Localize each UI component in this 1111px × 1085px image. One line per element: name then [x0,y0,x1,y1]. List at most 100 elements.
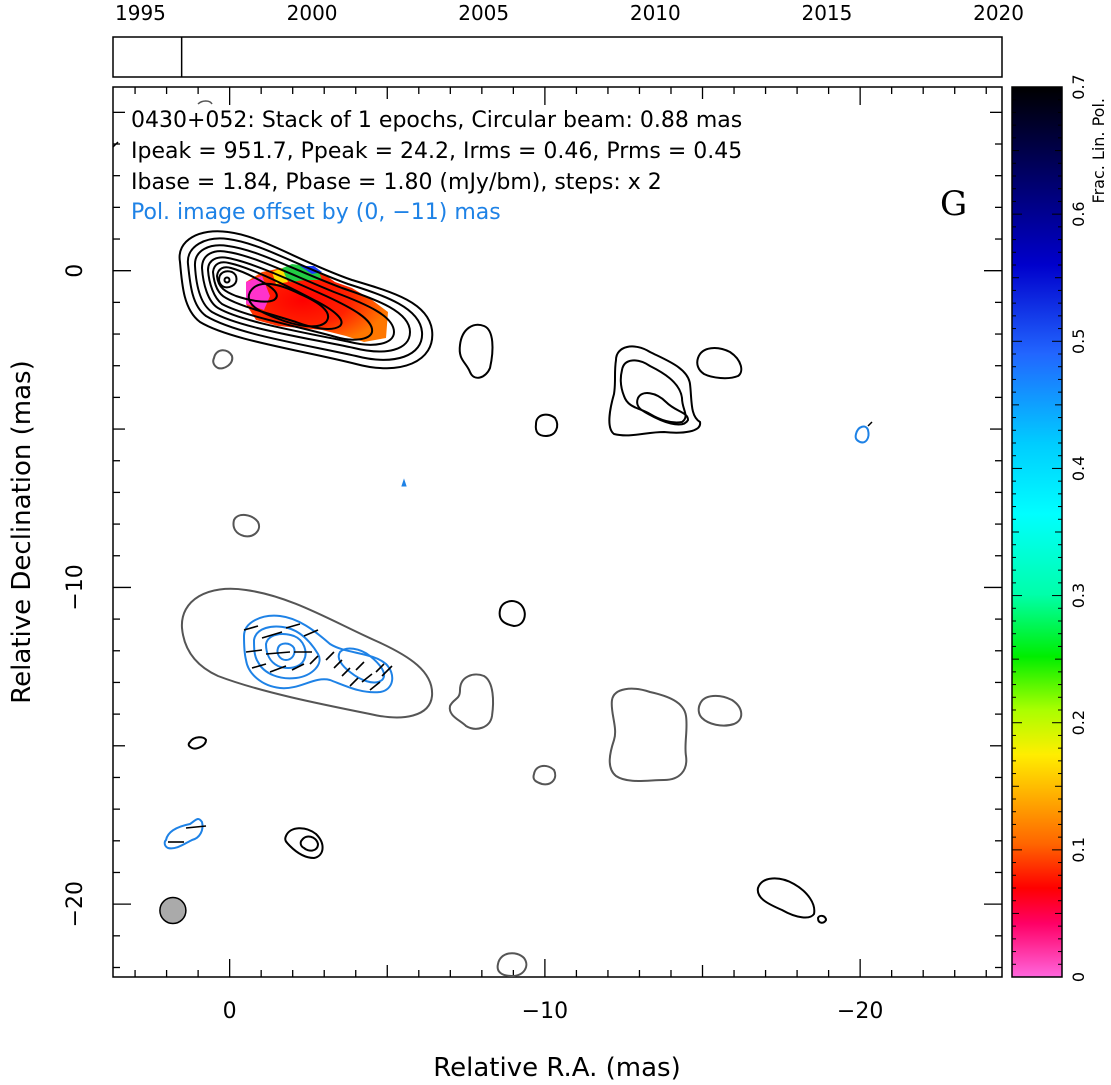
info-line-1: 0430+052: Stack of 1 epochs, Circular be… [131,108,742,133]
lowest-contour [496,952,528,977]
noise-contour [608,345,702,437]
plot-frame [112,86,1003,978]
lowest-contour [532,764,557,786]
evpa-tick [369,681,381,691]
noise-contour [756,877,816,919]
lowest-contour [232,514,260,538]
contour-8 [247,282,329,328]
y-axis-title: Relative Declination (mas) [7,360,37,703]
x-axis-title: Relative R.A. (mas) [433,1053,680,1083]
info-text-block: 0430+052: Stack of 1 epochs, Circular be… [131,108,742,225]
evpa-tick [325,651,335,661]
evpa-tick [251,663,267,669]
lowest-contour [697,694,743,727]
evpa-tick [349,677,359,687]
evpa-tick [375,663,385,673]
contour-6 [211,261,343,330]
y-tick-labels: 0 −10 −20 [63,264,88,928]
evpa-tick [245,649,263,653]
pol-contour-1 [242,614,394,694]
timeline-year-labels: 1995 2000 2005 2010 2015 2020 [115,1,1024,25]
noise-contour [299,835,320,852]
offset-note: Pol. image offset by (0, −11) mas [131,200,501,225]
axis-ticks [113,87,1002,977]
noise-contour [619,359,687,424]
total-intensity-contours [178,230,434,370]
lowest-contour [448,673,494,730]
colorbar-tick-label: 0.3 [1069,583,1088,608]
contour-5 [206,256,374,341]
noise-contour [867,421,873,427]
colorbar-ticks: 0 0.1 0.2 0.3 0.4 0.5 0.6 0.7 [1012,74,1088,982]
noise-contour [284,827,324,860]
colorbar-tick-label: 0.6 [1069,201,1088,226]
evpa-tick [361,673,373,683]
y-tick-label: 0 [63,264,88,278]
noise-contour [816,914,828,924]
polarized-intensity-contours [163,425,870,850]
evpa-tick [261,631,283,639]
x-tick-label: −20 [837,999,883,1024]
colorbar-title: Frac. Lin. Pol. [1089,98,1108,203]
lowest-contour [197,100,213,105]
noise-contour [498,600,526,628]
evpa-tick [309,655,319,665]
evpa-tick [355,661,365,671]
contour-2 [186,237,424,361]
epoch-timeline: 1995 2000 2005 2010 2015 2020 [112,1,1024,78]
evpa-tick [341,667,351,677]
colorbar-tick-label: 0.5 [1069,329,1088,354]
beam-ellipse [159,896,187,925]
y-tick-label: −20 [63,881,88,927]
noise-contour [187,736,208,750]
info-line-3: Ibase = 1.84, Pbase = 1.80 (mJy/bm), ste… [131,170,662,195]
colorbar-gradient [1012,87,1062,977]
evpa-tick [285,623,301,629]
contour-4 [200,250,396,346]
colorbar-tick-label: 0.2 [1069,710,1088,735]
colorbar: 0 0.1 0.2 0.3 0.4 0.5 0.6 0.7 Frac. Lin. Pol. [1011,74,1108,982]
evpa-tick [303,629,319,637]
noise-contour [696,347,743,380]
colorbar-tick-label: 0.4 [1069,456,1088,481]
evpa-tick [333,659,343,669]
lowest-contour [212,349,234,370]
colorbar-tick-label: 0.1 [1069,837,1088,862]
info-line-2: Ipeak = 951.7, Ppeak = 24.2, Irms = 0.46… [131,139,742,164]
evpa-tick [291,663,305,671]
evpa-vectors [168,623,393,843]
panel-letter: G [940,184,967,224]
map-area [113,100,873,977]
y-tick-label: −10 [63,564,88,610]
pol-contour-2 [252,625,321,680]
timeline-year-label: 2010 [630,1,681,25]
evpa-tick [185,825,207,829]
contour-core [217,270,238,289]
colorbar-tick-label: 0 [1069,972,1088,982]
contour-peak [223,276,231,284]
timeline-year-label: 1995 [115,1,166,25]
contour-7 [215,266,278,303]
pol-noise-contour [401,478,407,487]
pol-contour-3 [264,633,307,669]
x-tick-label: −10 [522,999,568,1024]
pol-contour-4 [276,642,296,662]
x-tick-label: 0 [223,999,237,1024]
pol-noise-contour [163,817,204,850]
evpa-tick [265,651,291,655]
contour-1 [178,230,434,370]
timeline-year-label: 2020 [973,1,1024,25]
noise-contour [534,413,559,438]
lowest-contour [608,687,688,782]
evpa-tick [269,665,287,673]
lowest-level-contours [180,100,743,977]
noise-contour [113,141,119,149]
timeline-year-label: 2015 [801,1,852,25]
evpa-tick [243,625,259,631]
noise-contour [636,392,690,426]
x-tick-labels: 0 −10 −20 [223,999,884,1024]
contour-3 [193,244,412,353]
timeline-box [112,36,1003,78]
colorbar-tick-label: 0.7 [1069,74,1088,99]
